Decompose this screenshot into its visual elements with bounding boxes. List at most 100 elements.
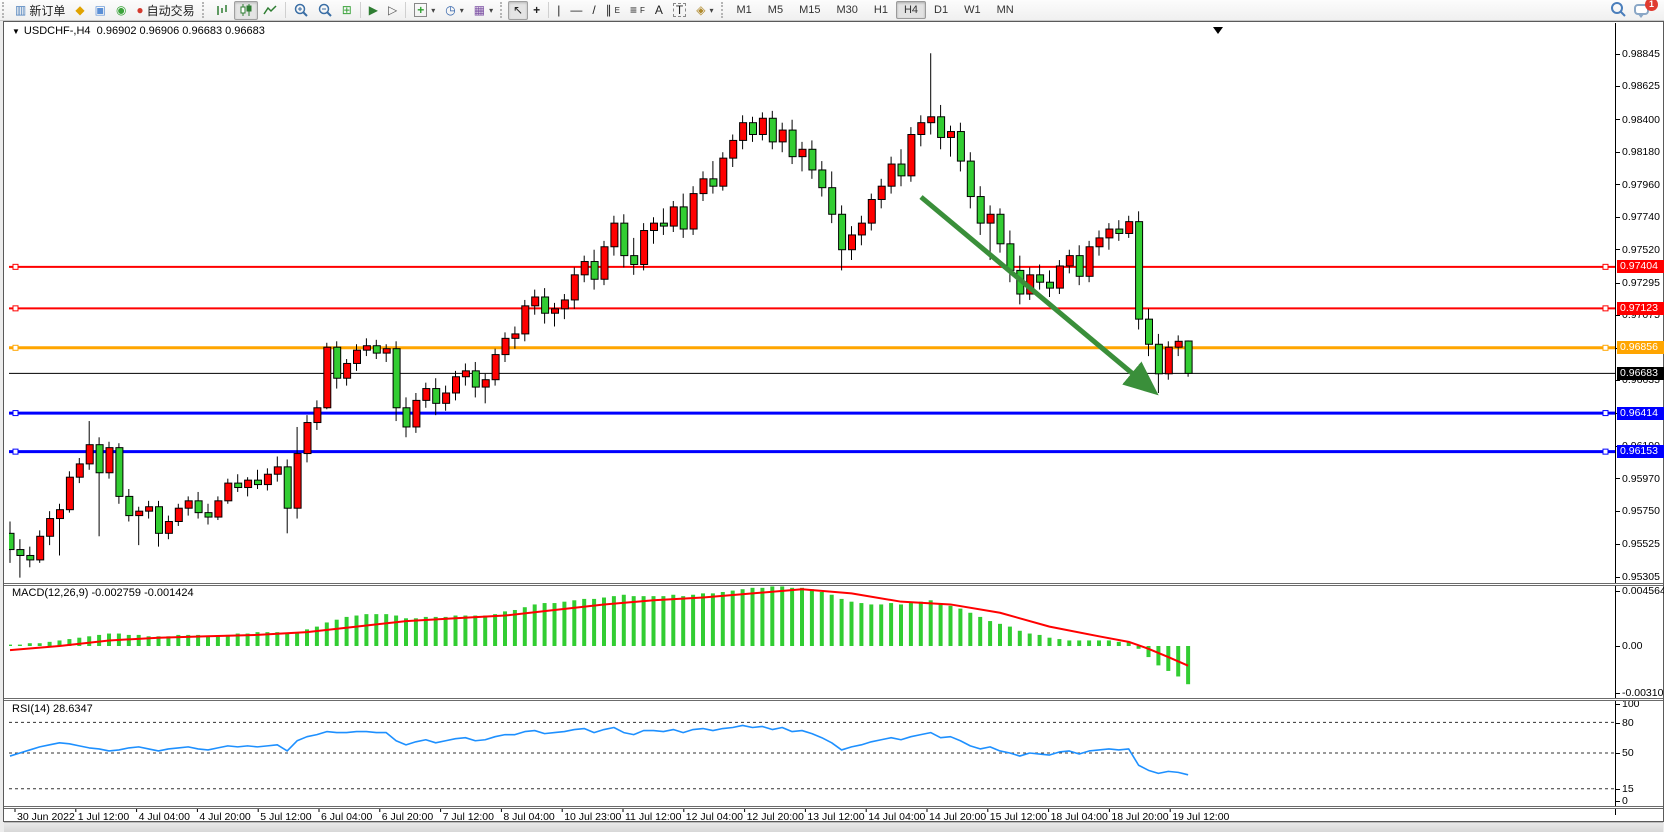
candle-body-bull[interactable] [511,333,520,339]
candle-body-bear[interactable] [956,131,965,162]
chart-menu-icon[interactable]: ▼ [12,27,20,36]
hline-handle[interactable] [12,448,19,455]
candle-body-bull[interactable] [907,134,916,177]
candle-body-bull[interactable] [1125,221,1134,234]
candle-body-bull[interactable] [135,510,144,517]
hline-handle[interactable] [1602,263,1609,270]
candle-body-bull[interactable] [887,163,896,187]
candle-body-bull[interactable] [669,206,678,227]
candle-body-bear[interactable] [966,160,975,198]
candle-body-bear[interactable] [234,482,243,489]
horizontal-line-button[interactable]: — [565,1,587,20]
candle-body-bear[interactable] [828,187,837,215]
candle-body-bear[interactable] [9,532,15,551]
candle-body-bull[interactable] [184,500,193,509]
pane-divider-rsi[interactable] [4,698,1663,701]
candle-body-bear[interactable] [709,178,718,187]
candle-body-bull[interactable] [442,392,451,404]
candle-body-bull[interactable] [600,246,609,280]
candle-body-bear[interactable] [1046,281,1054,289]
hline-handle[interactable] [1602,448,1609,455]
equidistant-channel-button[interactable]: ∥ E [601,1,625,20]
indicators-button[interactable]: + ▾ [409,1,440,20]
chart-shift-button[interactable]: ▷ [383,1,402,20]
search-button[interactable] [1610,1,1626,20]
trendline-button[interactable]: / [587,1,600,20]
timeframe-M15[interactable]: M15 [799,4,821,16]
candle-body-bull[interactable] [56,509,64,520]
candle-body-bull[interactable] [491,354,500,381]
chart-title-bar[interactable]: ▼ USDCHF-,H4 0.96902 0.96906 0.96683 0.96… [12,25,269,37]
candle-body-bull[interactable] [580,261,589,276]
candle-body-bear[interactable] [659,222,668,227]
candle-body-bull[interactable] [174,507,183,523]
hline-handle[interactable] [12,305,19,312]
toolbar-grip[interactable] [500,2,506,18]
candle-body-bear[interactable] [283,466,292,509]
candle-body-bear[interactable] [471,370,480,388]
candle-body-bull[interactable] [244,479,253,489]
hline-handle[interactable] [1602,344,1609,351]
chart-canvas[interactable]: 30 Jun 2022 1 Jul 12:00 4 Jul 04:00 4 Jul 2… [9,23,1616,824]
chat-button[interactable]: 1 [1634,0,1658,18]
candle-body-bull[interactable] [382,348,391,354]
cursor-button[interactable]: ↖ [508,0,529,20]
hline-handle[interactable] [12,344,19,351]
candle-body-bull[interactable] [927,116,936,124]
timeframe-M30[interactable]: M30 [836,4,858,16]
candle-body-bull[interactable] [610,222,619,248]
candle-body-bear[interactable] [808,148,817,171]
candle-body-bull[interactable] [877,185,886,200]
candle-body-bull[interactable] [263,473,272,486]
candle-body-bear[interactable] [749,122,757,136]
periods-button[interactable]: ◷ ▾ [440,1,469,20]
timeframe-H1[interactable]: H1 [873,4,888,16]
candle-body-bull[interactable] [65,476,74,511]
candle-body-bear[interactable] [125,495,134,517]
candle-body-bull[interactable] [481,379,490,388]
candle-body-bear[interactable] [115,447,124,497]
line-chart-button[interactable] [258,1,282,20]
candle-body-bull[interactable] [85,444,94,465]
text-button[interactable]: A [650,1,668,20]
candle-body-bull[interactable] [1065,255,1074,267]
candle-body-bull[interactable] [640,230,649,265]
candle-body-bull[interactable] [758,117,767,136]
candle-body-bear[interactable] [194,500,203,514]
candle-body-bear[interactable] [1145,318,1153,345]
candle-body-bull[interactable] [1085,246,1094,277]
candle-body-bear[interactable] [788,129,797,158]
vertical-line-button[interactable]: | [552,1,565,20]
signals-button[interactable]: ◉ [111,1,131,20]
candle-body-bull[interactable] [461,370,470,378]
pane-divider-macd[interactable] [4,583,1663,586]
candle-body-bull[interactable] [560,299,569,310]
candle-body-bear[interactable] [590,261,599,280]
candle-body-bear[interactable] [1115,228,1124,234]
candle-body-bear[interactable] [838,213,847,251]
candle-body-bull[interactable] [313,407,322,424]
candle-body-bull[interactable] [105,447,114,474]
candle-body-bull[interactable] [323,346,332,409]
candle-body-bear[interactable] [402,407,411,428]
candle-body-bear[interactable] [818,169,827,189]
candle-body-bull[interactable] [521,305,530,335]
candle-body-bear[interactable] [372,345,381,354]
timeframe-M5[interactable]: M5 [767,4,784,16]
candle-body-bear[interactable] [976,196,985,224]
candle-body-bull[interactable] [303,422,312,455]
candle-body-bull[interactable] [452,376,460,394]
candle-body-bull[interactable] [1174,340,1183,348]
candle-body-bear[interactable] [620,222,629,257]
candle-body-bear[interactable] [1075,255,1084,277]
zoom-in-button[interactable] [289,1,313,20]
candle-body-bull[interactable] [778,129,787,143]
candle-body-bear[interactable] [392,348,401,409]
candle-body-bear[interactable] [26,554,35,561]
auto-scroll-button[interactable]: ▶ [364,1,383,20]
data-window-button[interactable]: ▣ [90,1,111,20]
candle-body-bull[interactable] [422,388,431,401]
trend-arrow-annotation[interactable] [919,195,1159,396]
candle-body-bear[interactable] [937,116,946,138]
candle-body-bull[interactable] [531,296,540,307]
